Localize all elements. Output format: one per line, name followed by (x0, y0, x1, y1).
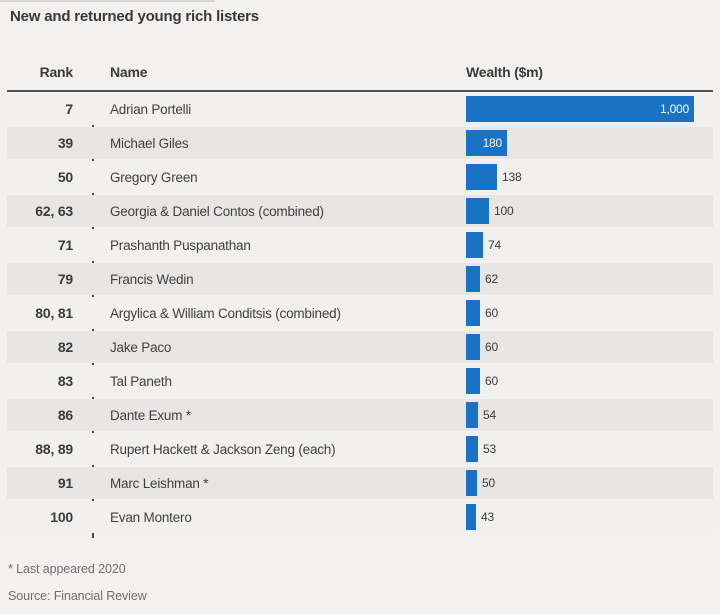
wealth-bar (466, 470, 477, 496)
wealth-value-label: 60 (485, 374, 498, 388)
rank-cell: 88, 89 (35, 441, 73, 457)
name-cell: Adrian Portelli (110, 101, 192, 117)
wealth-bar (466, 164, 497, 190)
column-header-name: Name (110, 64, 148, 80)
wealth-bar-cell: 1,000 (466, 96, 694, 122)
wealth-bar-cell: 62 (466, 266, 498, 292)
wealth-value-label: 100 (494, 204, 514, 218)
name-cell: Francis Wedin (110, 271, 194, 287)
table-row: 100 Evan Montero 43 (7, 501, 713, 533)
wealth-bar-cell: 60 (466, 368, 498, 394)
footnote-asterisk: * Last appeared 2020 (8, 562, 126, 576)
table-row: 83 Tal Paneth 60 (7, 365, 713, 397)
wealth-value-label: 74 (488, 238, 501, 252)
wealth-bar-cell: 74 (466, 232, 501, 258)
wealth-bar-cell: 138 (466, 164, 522, 190)
wealth-value-label: 138 (502, 170, 522, 184)
wealth-bar-cell: 180 (466, 130, 507, 156)
table-row: 82 Jake Paco 60 (7, 331, 713, 363)
wealth-value-label: 54 (483, 408, 496, 422)
rank-cell: 39 (57, 135, 73, 151)
column-header-rank: Rank (39, 64, 74, 80)
wealth-bar (466, 402, 478, 428)
wealth-bar (466, 198, 489, 224)
table-row: 91 Marc Leishman * 50 (7, 467, 713, 499)
name-cell: Dante Exum * (110, 407, 191, 423)
wealth-value-label: 1,000 (659, 102, 689, 116)
wealth-bar: 180 (466, 130, 507, 156)
rank-cell: 62, 63 (35, 203, 73, 219)
table-row: 71 Prashanth Puspanathan 74 (7, 229, 713, 261)
footnote-source: Source: Financial Review (8, 589, 147, 603)
wealth-bar-cell: 60 (466, 300, 498, 326)
table-row: 7 Adrian Portelli 1,000 (7, 93, 713, 125)
wealth-bar-cell: 54 (466, 402, 496, 428)
wealth-bar-cell: 60 (466, 334, 498, 360)
rank-cell: 100 (50, 509, 73, 525)
name-cell: Michael Giles (110, 135, 189, 151)
rank-cell: 71 (57, 237, 73, 253)
rank-cell: 50 (57, 169, 73, 185)
wealth-bar (466, 436, 478, 462)
wealth-value-label: 60 (485, 340, 498, 354)
rank-cell: 7 (65, 101, 73, 117)
name-cell: Tal Paneth (110, 373, 172, 389)
wealth-bar: 1,000 (466, 96, 694, 122)
wealth-bar (466, 300, 480, 326)
table-row: 86 Dante Exum * 54 (7, 399, 713, 431)
name-cell: Georgia & Daniel Contos (combined) (110, 203, 324, 219)
wealth-bar-cell: 43 (466, 504, 494, 530)
rank-cell: 86 (57, 407, 73, 423)
table-row: 88, 89 Rupert Hackett & Jackson Zeng (ea… (7, 433, 713, 465)
wealth-bar (466, 504, 476, 530)
wealth-value-label: 60 (485, 306, 498, 320)
wealth-bar (466, 266, 480, 292)
wealth-value-label: 53 (483, 442, 496, 456)
wealth-bar (466, 334, 480, 360)
wealth-bar-cell: 100 (466, 198, 514, 224)
page-title: New and returned young rich listers (10, 8, 259, 25)
name-cell: Evan Montero (110, 509, 192, 525)
wealth-value-label: 43 (481, 510, 494, 524)
wealth-bar (466, 368, 480, 394)
wealth-value-label: 62 (485, 272, 498, 286)
name-cell: Rupert Hackett & Jackson Zeng (each) (110, 441, 336, 457)
rank-cell: 83 (57, 373, 73, 389)
rank-cell: 80, 81 (35, 305, 73, 321)
rank-cell: 82 (57, 339, 73, 355)
table-row: 79 Francis Wedin 62 (7, 263, 713, 295)
wealth-bar-cell: 50 (466, 470, 495, 496)
column-headers: Rank Name Wealth ($m) (0, 64, 720, 84)
header-rule (7, 90, 713, 92)
name-cell: Argylica & William Conditsis (combined) (110, 305, 341, 321)
table-row: 80, 81 Argylica & William Conditsis (com… (7, 297, 713, 329)
wealth-value-label: 50 (482, 476, 495, 490)
table-row: 50 Gregory Green 138 (7, 161, 713, 193)
name-cell: Prashanth Puspanathan (110, 237, 251, 253)
table-rows: 7 Adrian Portelli 1,000 39 Michael Giles… (7, 93, 713, 538)
name-cell: Marc Leishman * (110, 475, 209, 491)
wealth-bar-cell: 53 (466, 436, 496, 462)
table-row: 62, 63 Georgia & Daniel Contos (combined… (7, 195, 713, 227)
name-cell: Gregory Green (110, 169, 198, 185)
rank-cell: 79 (57, 271, 73, 287)
top-edge-line (0, 0, 215, 2)
rank-cell: 91 (57, 475, 73, 491)
name-cell: Jake Paco (110, 339, 172, 355)
column-header-wealth: Wealth ($m) (466, 64, 543, 80)
wealth-value-label: 180 (482, 136, 503, 150)
table-row: 39 Michael Giles 180 (7, 127, 713, 159)
wealth-bar (466, 232, 483, 258)
